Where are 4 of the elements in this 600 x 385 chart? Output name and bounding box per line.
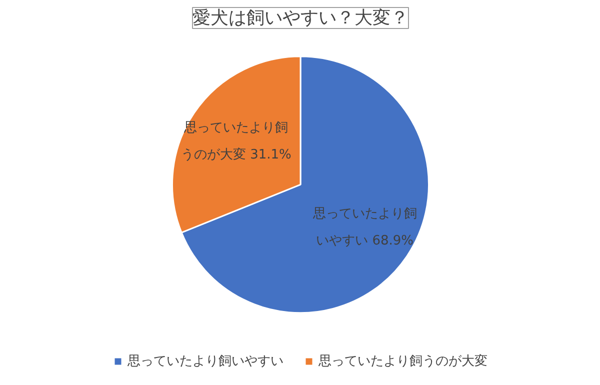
data-label: 思っていたより飼いやすい 68.9% [312,206,417,249]
legend-label: 思っていたより飼いやすい [128,353,284,370]
chart-title: 愛犬は飼いやすい？大変？ [192,8,408,28]
legend-label: 思っていたより飼うのが大変 [318,353,488,370]
